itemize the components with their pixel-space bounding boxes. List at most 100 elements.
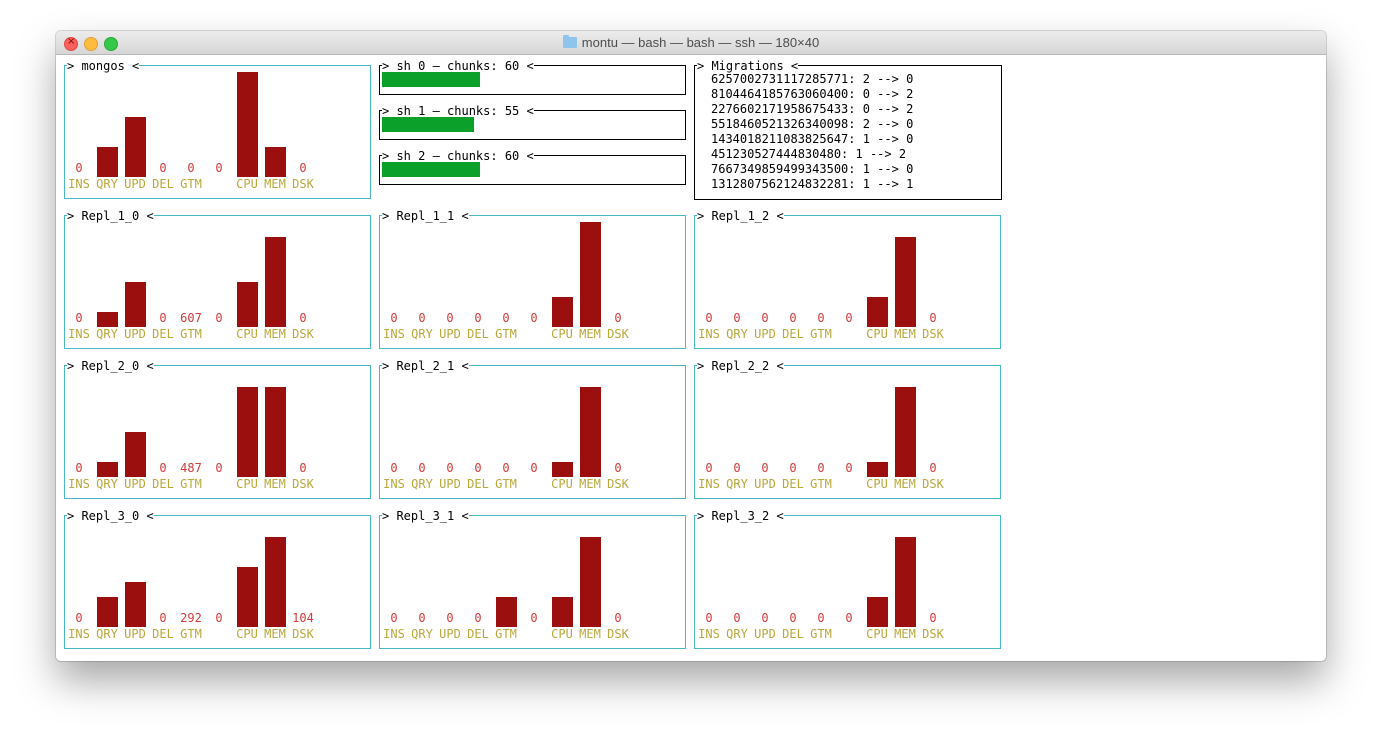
value-ins: 0 bbox=[390, 461, 398, 475]
label-dsk: DSK bbox=[292, 177, 314, 191]
value-ins: 0 bbox=[705, 461, 713, 475]
panel-repl-1-2-title: > Repl_1_2 < bbox=[697, 209, 784, 223]
label-cpu: CPU bbox=[236, 177, 258, 191]
panel-repl-1-2-title-text: Repl_1_2 bbox=[711, 209, 770, 223]
value-del: 0 bbox=[159, 311, 167, 325]
shard-0-box: > sh_0 – chunks: 60 < bbox=[379, 59, 686, 95]
bar-mem bbox=[580, 387, 601, 477]
bar-mem bbox=[580, 537, 601, 627]
label-dsk: DSK bbox=[922, 327, 944, 341]
value-ins: 0 bbox=[390, 311, 398, 325]
panel-repl-3-0: > Repl_3_0 <0 INS QRY UPD 0 DEL 292 GTM 0 CPU MEM 1… bbox=[64, 509, 371, 649]
shard-1-progress bbox=[382, 117, 474, 132]
panel-repl-1-0-title: > Repl_1_0 < bbox=[67, 209, 154, 223]
bar-qry bbox=[97, 462, 118, 477]
value-gtm: 0 bbox=[817, 611, 825, 625]
value-del: 0 bbox=[159, 611, 167, 625]
value-ins: 0 bbox=[75, 611, 83, 625]
title-arrow-left: > bbox=[67, 509, 82, 523]
bar-mem bbox=[265, 147, 286, 177]
panel-repl-1-0-title-text: Repl_1_0 bbox=[81, 209, 140, 223]
value-gtm: 292 bbox=[180, 611, 202, 625]
label-qry: QRY bbox=[96, 477, 118, 491]
label-mem: MEM bbox=[264, 627, 286, 641]
migration-line: 2276602171958675433: 0 --> 2 bbox=[711, 102, 914, 116]
value-upd: 0 bbox=[446, 461, 454, 475]
label-qry: QRY bbox=[726, 327, 748, 341]
bar-mem bbox=[265, 537, 286, 627]
label-upd: UPD bbox=[124, 477, 146, 491]
title-arrow-right: < bbox=[769, 209, 784, 223]
value-dsk: 0 bbox=[299, 461, 307, 475]
label-dsk: DSK bbox=[922, 477, 944, 491]
label-upd: UPD bbox=[754, 477, 776, 491]
shard-2-box: > sh_2 – chunks: 60 < bbox=[379, 149, 686, 185]
label-cpu: CPU bbox=[236, 327, 258, 341]
label-cpu: CPU bbox=[551, 627, 573, 641]
value-blank: 0 bbox=[530, 461, 538, 475]
close-button[interactable]: × bbox=[64, 36, 78, 51]
value-gtm: 0 bbox=[817, 461, 825, 475]
title-arrow-right: < bbox=[519, 59, 534, 73]
label-gtm: GTM bbox=[180, 177, 202, 191]
value-blank: 0 bbox=[845, 461, 853, 475]
title-arrow-left: > bbox=[382, 104, 397, 118]
label-mem: MEM bbox=[264, 327, 286, 341]
label-gtm: GTM bbox=[810, 477, 832, 491]
bar-cpu bbox=[867, 297, 888, 327]
value-del: 0 bbox=[789, 461, 797, 475]
shard-2-title: > sh_2 – chunks: 60 < bbox=[382, 149, 534, 163]
migrations-title: > Migrations < bbox=[697, 59, 799, 73]
label-ins: INS bbox=[698, 327, 720, 341]
shard-0-title-text: sh_0 – chunks: 60 bbox=[396, 59, 520, 73]
label-qry: QRY bbox=[726, 627, 748, 641]
zoom-button[interactable] bbox=[104, 37, 118, 51]
minimize-button[interactable] bbox=[84, 37, 98, 51]
label-gtm: GTM bbox=[495, 627, 517, 641]
bar-cpu bbox=[552, 297, 573, 327]
label-del: DEL bbox=[782, 627, 804, 641]
value-qry: 0 bbox=[733, 461, 741, 475]
panel-repl-3-1: > Repl_3_1 <0 INS 0 QRY 0 UPD 0 DEL GTM 0 CPU MEM 0 D… bbox=[379, 509, 686, 649]
label-dsk: DSK bbox=[292, 327, 314, 341]
title-arrow-left: > bbox=[67, 209, 82, 223]
close-icon: × bbox=[67, 36, 76, 47]
value-qry: 0 bbox=[418, 311, 426, 325]
migration-line: 5518460521326340098: 2 --> 0 bbox=[711, 117, 914, 131]
value-ins: 0 bbox=[75, 461, 83, 475]
title-arrow-left: > bbox=[67, 59, 82, 73]
title-arrow-left: > bbox=[382, 209, 397, 223]
value-blank: 0 bbox=[845, 611, 853, 625]
label-dsk: DSK bbox=[292, 627, 314, 641]
shard-0-progress bbox=[382, 72, 480, 87]
terminal-content[interactable]: > mongos < 0 INS QRY UPD 0 DEL 0 GTM 0 CPU MEM 0 DSK >… bbox=[56, 55, 1326, 661]
panel-repl-2-1: > Repl_2_1 <0 INS 0 QRY 0 UPD 0 DEL 0 GTM 0 CPU MEM 0… bbox=[379, 359, 686, 499]
label-gtm: GTM bbox=[495, 477, 517, 491]
panel-mongos-title: > mongos < bbox=[67, 59, 140, 73]
panel-repl-3-0-title: > Repl_3_0 < bbox=[67, 509, 154, 523]
label-cpu: CPU bbox=[866, 627, 888, 641]
panel-repl-2-2-title: > Repl_2_2 < bbox=[697, 359, 784, 373]
value-del: 0 bbox=[159, 461, 167, 475]
panel-repl-2-0-title: > Repl_2_0 < bbox=[67, 359, 154, 373]
value-dsk: 0 bbox=[614, 461, 622, 475]
value-del: 0 bbox=[789, 311, 797, 325]
label-del: DEL bbox=[467, 477, 489, 491]
migrations-box: > Migrations <6257002731117285771: 2 -->… bbox=[694, 59, 1002, 200]
shard-0-title: > sh_0 – chunks: 60 < bbox=[382, 59, 534, 73]
panel-repl-2-1-title-text: Repl_2_1 bbox=[396, 359, 455, 373]
title-arrow-right: < bbox=[783, 59, 799, 73]
label-upd: UPD bbox=[124, 627, 146, 641]
value-gtm: 0 bbox=[817, 311, 825, 325]
title-arrow-right: < bbox=[139, 509, 154, 523]
value-blank: 0 bbox=[215, 611, 223, 625]
label-del: DEL bbox=[467, 627, 489, 641]
value-blank: 0 bbox=[845, 311, 853, 325]
window-title: montu — bash — bash — ssh — 180×40 bbox=[581, 35, 820, 50]
bar-cpu bbox=[552, 597, 573, 627]
label-qry: QRY bbox=[96, 627, 118, 641]
bar-upd bbox=[125, 582, 146, 627]
label-upd: UPD bbox=[439, 477, 461, 491]
bar-cpu bbox=[867, 462, 888, 477]
bar-mem bbox=[895, 537, 916, 627]
